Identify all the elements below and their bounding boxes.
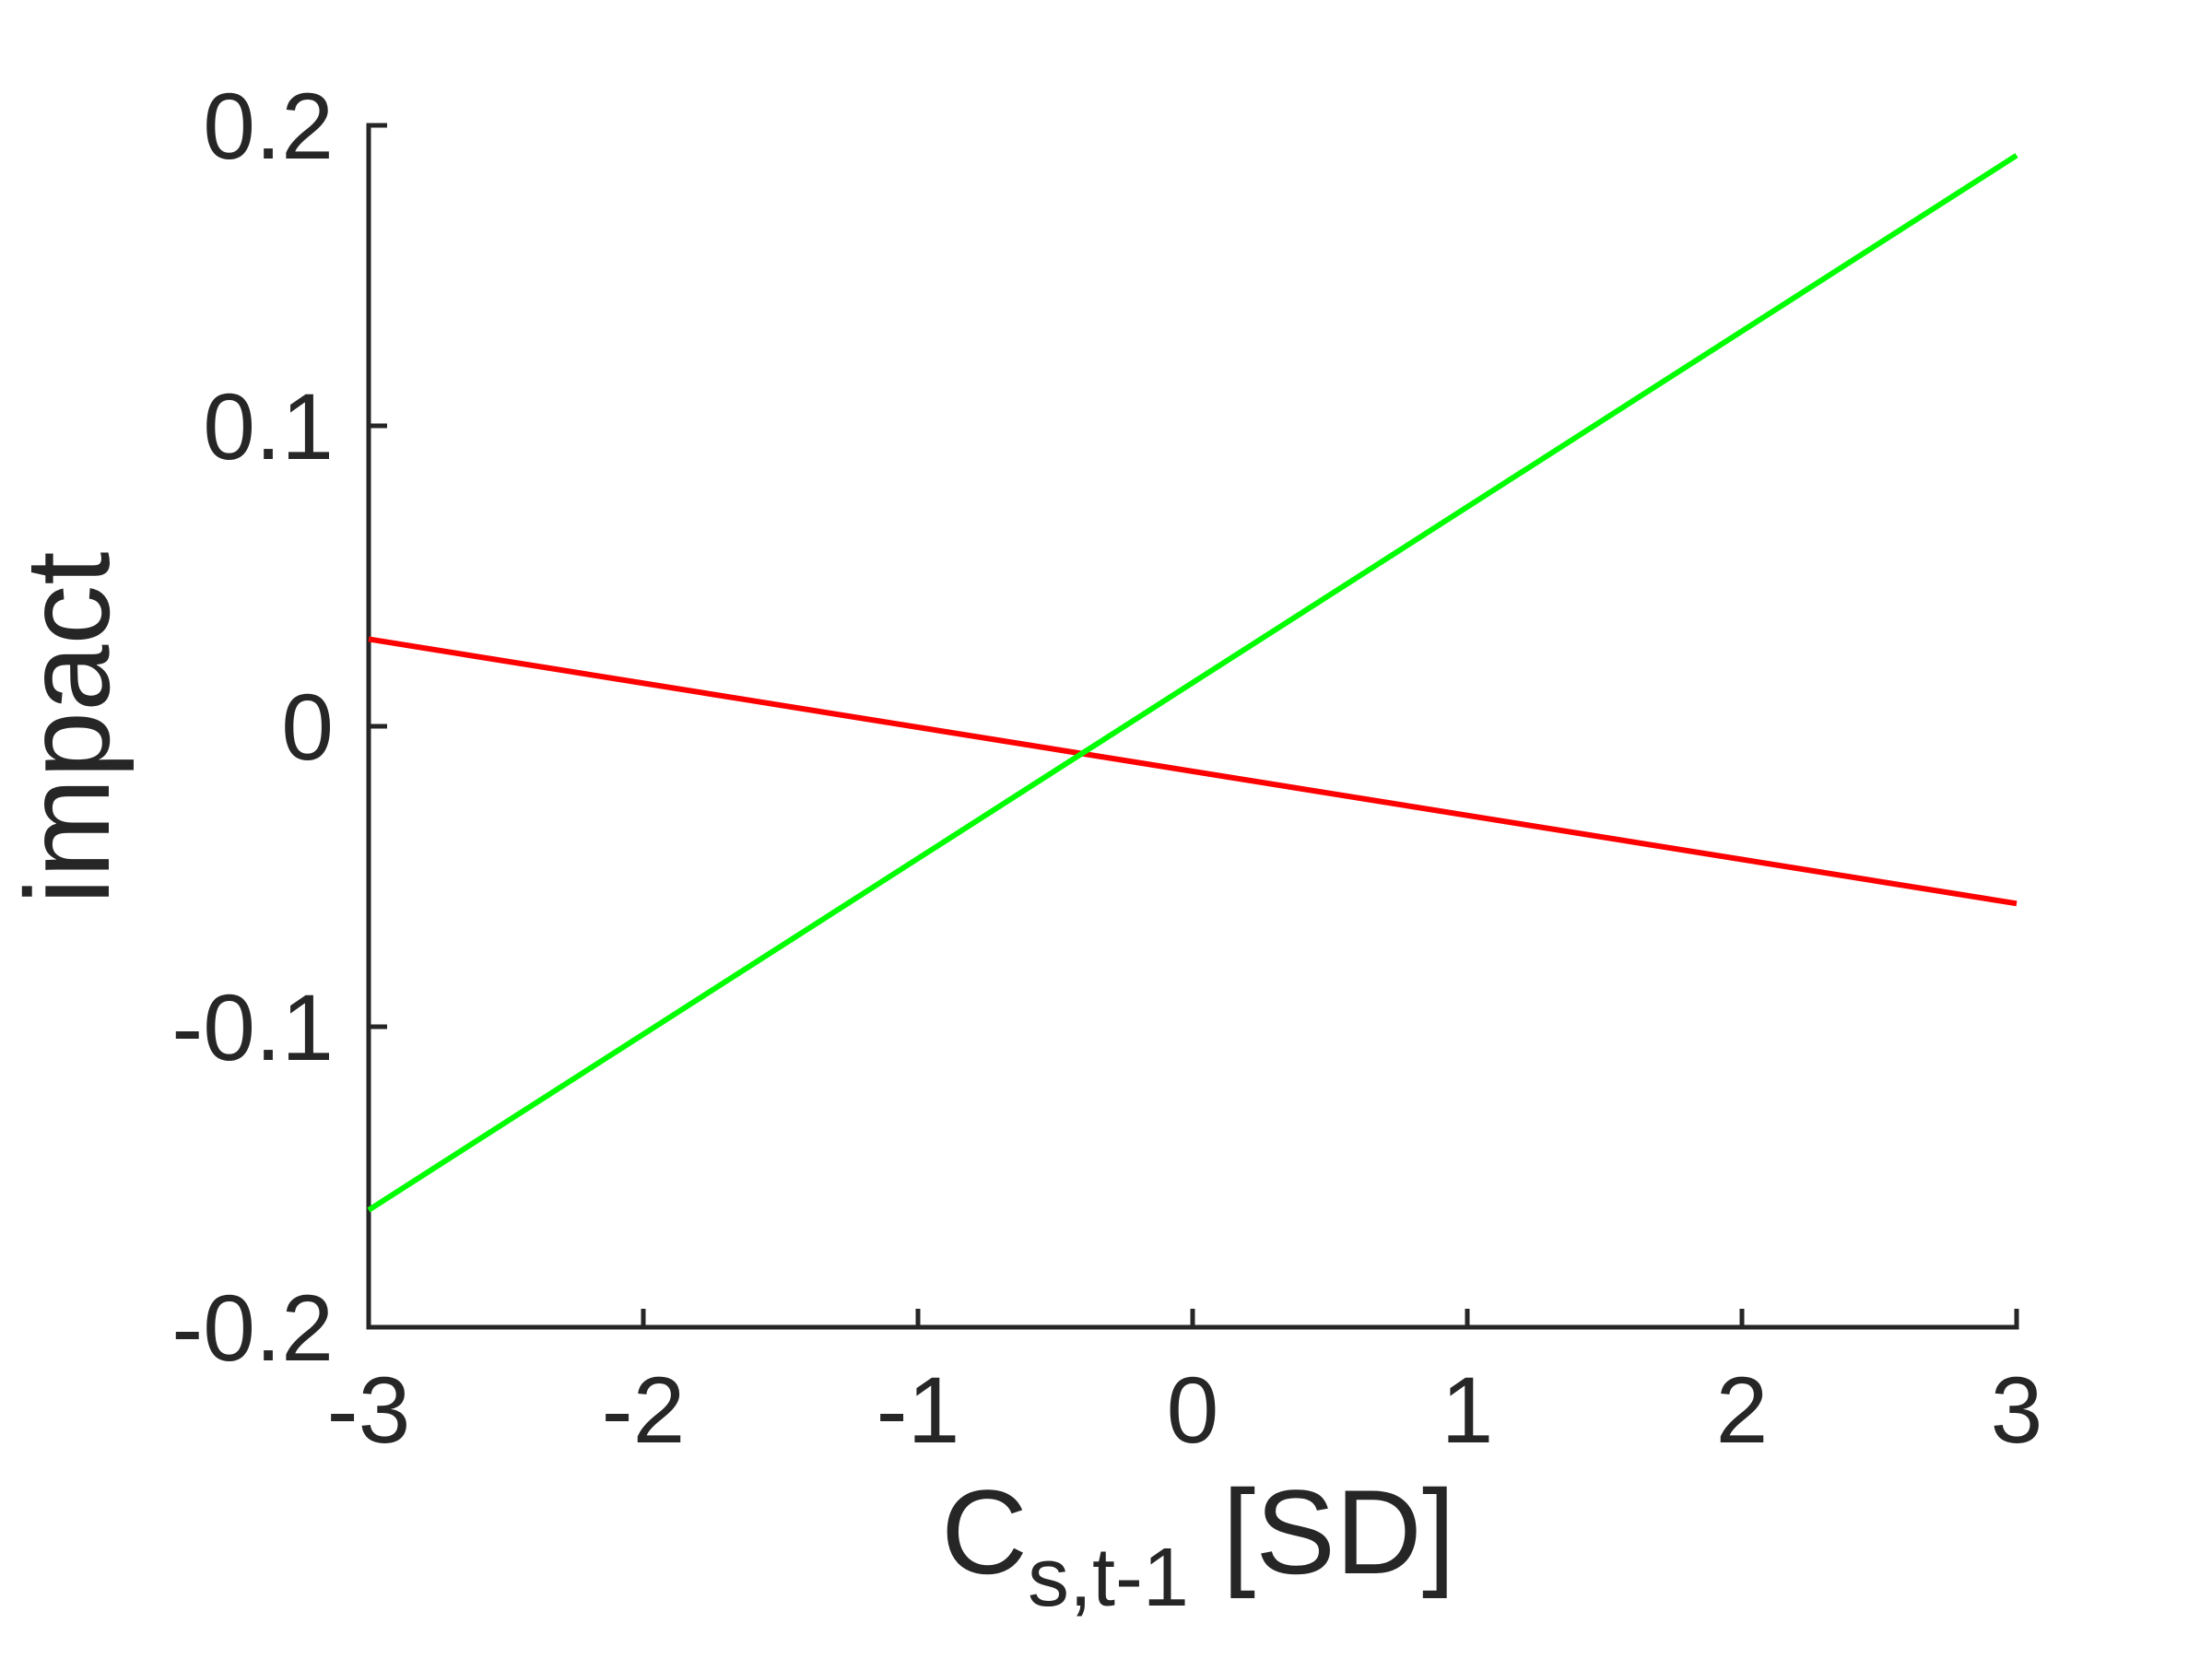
x-tick-label: 2 xyxy=(1716,1358,1769,1463)
series-lines xyxy=(367,153,2018,1213)
x-axis-label-main: C xyxy=(941,1465,1028,1599)
y-tick-label: 0.1 xyxy=(203,374,334,479)
y-tick-label: -0.2 xyxy=(171,1276,334,1381)
y-tick-label: 0.2 xyxy=(203,74,334,179)
x-axis-ticks: -3 -2 -1 0 1 2 3 xyxy=(327,1309,2043,1463)
y-axis-ticks: -0.2 -0.1 0 0.1 0.2 xyxy=(171,74,387,1381)
y-tick-label: 0 xyxy=(281,675,334,780)
series-line-1 xyxy=(368,636,2018,907)
y-axis-label: impact xyxy=(0,552,135,905)
x-tick-label: -3 xyxy=(327,1358,411,1463)
x-tick-label: 0 xyxy=(1167,1358,1219,1463)
x-axis-label: Cs,t-1 [SD] xyxy=(941,1465,1455,1624)
x-tick-label: 3 xyxy=(1991,1358,2043,1463)
series-line-2 xyxy=(367,153,2018,1213)
x-tick-label: 1 xyxy=(1441,1358,1494,1463)
x-tick-label: -1 xyxy=(877,1358,960,1463)
y-tick-label: -0.1 xyxy=(171,975,334,1080)
x-tick-label: -2 xyxy=(602,1358,686,1463)
x-axis-label-subscript: s,t-1 xyxy=(1028,1532,1189,1624)
axes-frame xyxy=(366,123,2019,1330)
x-axis-label-suffix: [SD] xyxy=(1189,1465,1455,1599)
